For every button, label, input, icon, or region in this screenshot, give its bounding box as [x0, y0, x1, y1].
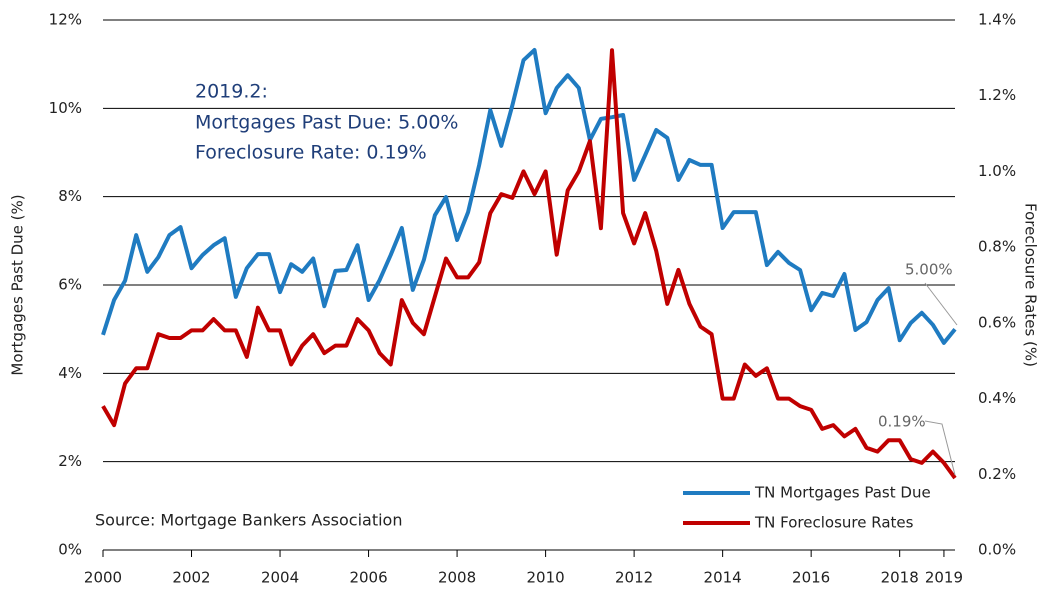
series-line	[101, 48, 957, 480]
y-tick-label: 10%	[49, 99, 82, 117]
legend-label: TN Foreclosure Rates	[754, 514, 914, 532]
annotation: 0.19%	[878, 413, 926, 431]
x-tick-label: 2018	[881, 569, 919, 587]
y2-tick-label: 1.2%	[978, 86, 1016, 104]
x-tick-label: 2016	[792, 569, 830, 587]
x-tick-label: 2004	[261, 569, 299, 587]
annotation: Foreclosure Rate: 0.19%	[195, 142, 427, 164]
y2-tick-label: 0.6%	[978, 313, 1016, 331]
y2-tick-label: 0.2%	[978, 465, 1016, 483]
y2-axis-label: Foreclosure Rates (%)	[1022, 203, 1040, 367]
y-tick-label: 4%	[58, 364, 82, 382]
y-tick-label: 8%	[58, 187, 82, 205]
y-tick-label: 2%	[58, 452, 82, 470]
annotation: Source: Mortgage Bankers Association	[95, 511, 402, 530]
x-tick-label: 2008	[438, 569, 476, 587]
x-tick-label: 2012	[615, 569, 653, 587]
y2-tick-label: 0.0%	[978, 541, 1016, 559]
x-tick-label: 2010	[527, 569, 565, 587]
y-tick-label: 0%	[58, 541, 82, 559]
x-tick-label: 2014	[704, 569, 742, 587]
x-tick-label: 2006	[349, 569, 387, 587]
x-tick-label: 2019	[925, 569, 963, 587]
leader-line	[924, 282, 958, 326]
x-tick-label: 2002	[172, 569, 210, 587]
y2-tick-label: 1.4%	[978, 11, 1016, 29]
y-tick-label: 12%	[49, 11, 82, 29]
y2-tick-label: 0.8%	[978, 238, 1016, 256]
series-line	[101, 48, 957, 345]
leader-line	[924, 420, 956, 476]
y-tick-label: 6%	[58, 276, 82, 294]
annotation: 2019.2:	[195, 81, 268, 103]
x-tick-label: 2000	[84, 569, 122, 587]
y-axis-label: Mortgages Past Due (%)	[9, 194, 27, 375]
y2-tick-label: 0.4%	[978, 389, 1016, 407]
annotation: 5.00%	[905, 261, 953, 279]
legend-label: TN Mortgages Past Due	[754, 484, 931, 502]
annotation: Mortgages Past Due: 5.00%	[195, 112, 458, 134]
y2-tick-label: 1.0%	[978, 162, 1016, 180]
